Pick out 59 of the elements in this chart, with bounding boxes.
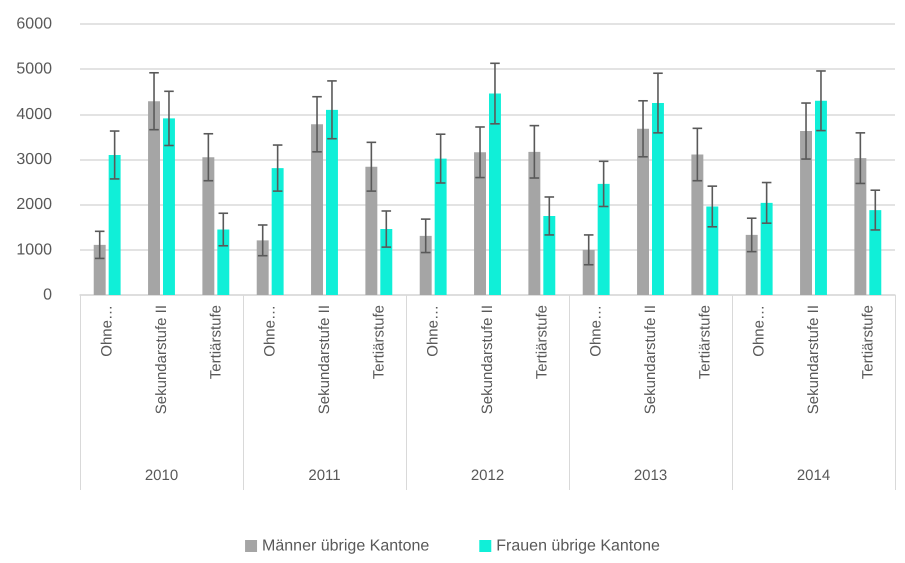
legend-label: Frauen übrige Kantone: [496, 538, 660, 554]
bar: [854, 158, 866, 295]
x-tick-label: Sekundarstufe II: [805, 305, 822, 414]
bar: [691, 154, 704, 295]
bar: [800, 131, 812, 295]
bar: [760, 202, 773, 295]
text: 2012: [470, 467, 504, 484]
bar: [162, 118, 175, 295]
bar: [528, 152, 540, 295]
y-tick-label: 1000: [16, 241, 52, 258]
bar: [814, 100, 827, 295]
x-tick-label: Ohne…: [262, 305, 279, 357]
bar: [434, 158, 447, 295]
x-tick-label: Sekundarstufe II: [153, 305, 170, 414]
text: 2011: [308, 467, 341, 484]
bar: [637, 128, 650, 295]
text: 2014: [796, 467, 830, 484]
x-tick-label: Ohne…: [424, 305, 442, 357]
y-tick-label: 6000: [16, 16, 52, 32]
y-tick-label: 3000: [16, 151, 52, 168]
x-tick-label: Tertiärstufe: [207, 305, 224, 380]
bar: [582, 250, 595, 295]
bar: [217, 230, 230, 295]
bar: [202, 157, 214, 295]
x-tick-label: Tertiärstufe: [696, 305, 714, 380]
x-tick-label: Ohne…: [98, 305, 116, 357]
x-tick-label: Tertiärstufe: [859, 305, 876, 380]
y-tick-label: 0: [43, 286, 52, 304]
bar: [420, 236, 432, 295]
bar: [652, 103, 664, 295]
bar: [148, 101, 160, 295]
bar: [365, 166, 378, 295]
x-tick-label: Ohne…: [588, 305, 605, 357]
bar: [256, 240, 269, 295]
bar: [380, 229, 392, 295]
x-tick-label: Sekundarstufe II: [642, 305, 659, 414]
y-tick-label: 2000: [16, 196, 52, 214]
bar: [543, 216, 556, 295]
bar: [598, 184, 610, 295]
x-tick-label: Ohne…: [750, 305, 768, 357]
bar: [311, 124, 324, 295]
bar: [474, 152, 486, 295]
y-tick-label: 5000: [16, 60, 52, 78]
x-tick-label: Tertiärstufe: [370, 305, 388, 380]
legend-label: Männer übrige Kantone: [262, 538, 430, 554]
bar: [108, 154, 121, 295]
bar: [272, 168, 284, 295]
x-tick-label: Tertiärstufe: [533, 305, 550, 380]
bar: [706, 206, 718, 295]
bar: [94, 244, 106, 295]
y-tick-label: 4000: [16, 106, 52, 123]
text: 2013: [634, 467, 668, 484]
bar: [488, 94, 501, 295]
bar: [326, 110, 338, 295]
bar: [869, 210, 882, 295]
bar: [746, 234, 758, 295]
x-tick-label: Sekundarstufe II: [479, 305, 496, 414]
text: 2010: [144, 467, 178, 484]
x-tick-label: Sekundarstufe II: [316, 305, 333, 414]
